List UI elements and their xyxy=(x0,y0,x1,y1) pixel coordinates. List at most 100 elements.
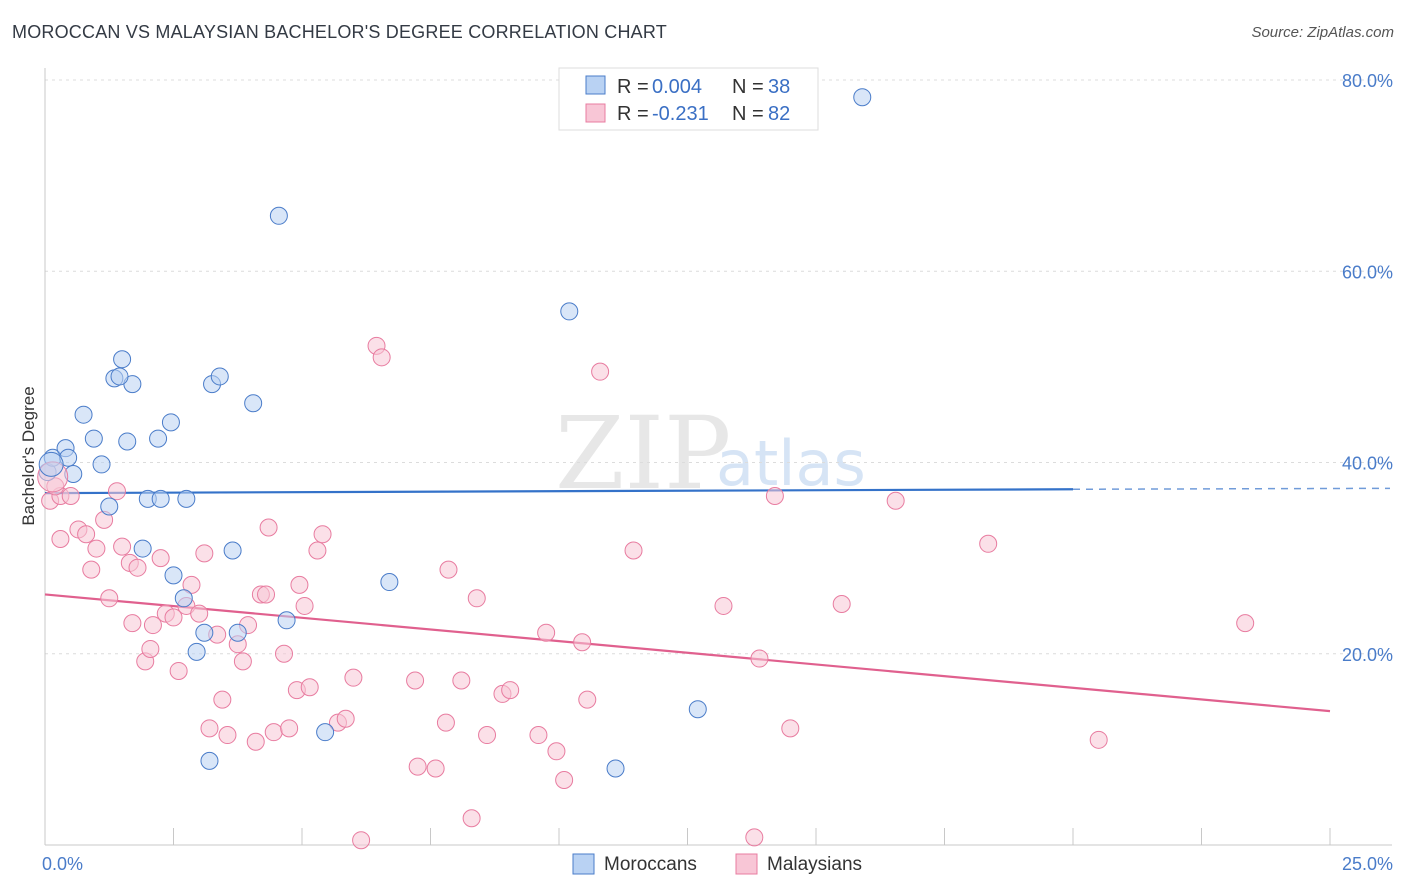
point-malaysians xyxy=(190,604,209,623)
bottom-legend-label-malaysians: Malaysians xyxy=(767,854,862,875)
point-malaysians xyxy=(280,719,299,738)
point-malaysians xyxy=(478,726,497,745)
point-moroccans xyxy=(223,541,242,560)
point-malaysians xyxy=(591,362,610,381)
point-moroccans-cluster xyxy=(38,451,64,477)
point-malaysians xyxy=(529,726,548,745)
point-malaysians xyxy=(264,723,283,742)
point-malaysians xyxy=(426,759,445,778)
point-malaysians xyxy=(1236,614,1255,633)
point-malaysians xyxy=(213,690,232,709)
point-moroccans xyxy=(118,432,137,451)
point-malaysians xyxy=(141,639,160,658)
legend-n-value-moroccans: 38 xyxy=(768,76,790,98)
point-malaysians xyxy=(750,649,769,668)
point-malaysians xyxy=(51,530,70,548)
point-malaysians xyxy=(77,525,96,544)
point-malaysians xyxy=(467,589,486,608)
point-malaysians xyxy=(107,482,126,501)
point-moroccans xyxy=(380,573,399,592)
legend-swatch-malaysians xyxy=(585,103,606,123)
point-moroccans xyxy=(174,589,193,608)
point-moroccans xyxy=(244,394,263,413)
point-malaysians xyxy=(113,537,132,556)
point-moroccans xyxy=(187,642,206,661)
bottom-legend-label-moroccans: Moroccans xyxy=(604,854,697,875)
point-moroccans xyxy=(853,88,872,107)
trend-lines xyxy=(44,487,1391,713)
point-malaysians xyxy=(547,742,566,761)
point-malaysians xyxy=(462,809,481,828)
point-moroccans xyxy=(133,539,152,558)
x-tick-label: 25.0% xyxy=(1342,854,1393,874)
legend-n-label-moroccans: N = xyxy=(732,76,764,98)
point-malaysians xyxy=(82,560,101,579)
point-malaysians xyxy=(555,770,574,789)
y-tick-label: 40.0% xyxy=(1342,454,1393,474)
point-malaysians xyxy=(100,589,119,608)
point-malaysians xyxy=(372,348,391,367)
legend-n-value-malaysians: 82 xyxy=(768,103,790,125)
point-malaysians xyxy=(300,678,319,697)
bottom-legend-swatch-malaysians xyxy=(735,853,758,875)
legend-r-label-malaysians: R = xyxy=(617,103,649,125)
point-moroccans xyxy=(151,489,170,508)
point-malaysians xyxy=(573,633,592,652)
point-malaysians xyxy=(781,719,800,738)
point-moroccans xyxy=(228,623,247,642)
point-moroccans xyxy=(164,566,183,585)
point-moroccans xyxy=(113,350,132,369)
point-malaysians xyxy=(714,596,733,615)
point-moroccans xyxy=(688,700,707,719)
point-moroccans xyxy=(560,302,579,321)
point-malaysians xyxy=(259,518,278,537)
point-moroccans xyxy=(316,723,335,742)
point-malaysians xyxy=(308,541,327,560)
point-malaysians xyxy=(61,486,80,505)
point-malaysians xyxy=(745,828,764,847)
source-label: Source: ZipAtlas.com xyxy=(1251,24,1394,41)
point-malaysians xyxy=(195,544,214,563)
point-moroccans xyxy=(92,455,111,474)
point-malaysians xyxy=(979,534,998,553)
point-moroccans xyxy=(195,623,214,642)
point-malaysians xyxy=(200,719,219,738)
point-malaysians xyxy=(313,525,332,544)
series-legend: Moroccans Malaysians xyxy=(572,853,862,875)
point-malaysians xyxy=(832,595,851,614)
point-moroccans xyxy=(606,759,625,778)
point-malaysians xyxy=(765,486,784,505)
point-malaysians xyxy=(886,491,905,510)
point-malaysians xyxy=(87,539,106,558)
watermark-zip: ZIP xyxy=(555,395,731,512)
chart-title: MOROCCAN VS MALAYSIAN BACHELOR'S DEGREE … xyxy=(12,22,667,42)
point-malaysians xyxy=(295,596,314,615)
point-malaysians xyxy=(537,623,556,642)
point-moroccans xyxy=(84,429,103,448)
point-malaysians xyxy=(336,709,355,728)
trend-line-moroccans-extension xyxy=(1072,487,1391,491)
point-malaysians xyxy=(290,575,309,594)
point-moroccans xyxy=(277,611,296,630)
point-malaysians xyxy=(143,616,162,635)
point-malaysians xyxy=(164,608,183,627)
point-malaysians xyxy=(408,757,427,776)
point-moroccans xyxy=(200,751,219,770)
point-malaysians xyxy=(128,558,147,577)
point-malaysians xyxy=(439,560,458,579)
point-malaysians xyxy=(352,831,371,850)
point-malaysians xyxy=(257,585,276,604)
y-tick-label: 60.0% xyxy=(1342,262,1393,282)
data-points xyxy=(37,88,1255,850)
point-malaysians xyxy=(624,541,643,560)
point-malaysians xyxy=(344,668,363,687)
y-tick-label: 20.0% xyxy=(1342,645,1393,665)
point-moroccans xyxy=(269,206,288,225)
trend-line-malaysians xyxy=(44,593,1331,713)
point-moroccans xyxy=(74,405,93,424)
tick-labels: 20.0% 40.0% 60.0% 80.0% 0.0% 25.0% xyxy=(42,71,1393,874)
point-malaysians xyxy=(246,732,265,751)
legend-r-value-moroccans: 0.004 xyxy=(652,76,702,98)
legend-r-label-moroccans: R = xyxy=(617,76,649,98)
point-malaysians xyxy=(578,690,597,709)
